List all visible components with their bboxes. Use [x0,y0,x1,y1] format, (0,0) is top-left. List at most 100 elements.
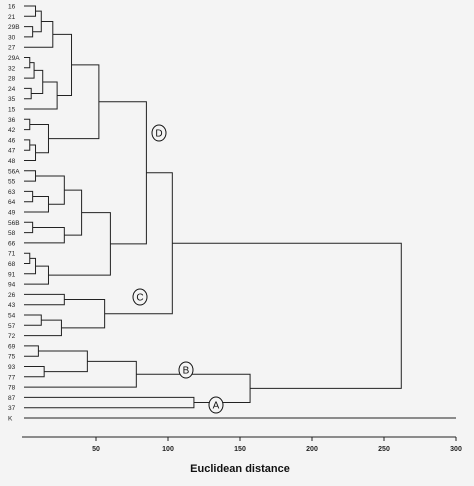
leaf-label: 55 [8,179,16,186]
dendrogram-link [24,396,195,409]
cluster-marker-letter: B [183,366,190,377]
leaf-label: 72 [8,333,16,340]
leaf-label: 47 [8,148,16,155]
cluster-marker-a: A [208,396,224,414]
leaf-label: 48 [8,158,16,165]
dendrogram-link [24,5,37,17]
leaf-label: 27 [8,45,16,52]
leaf-label: 46 [8,137,16,144]
dendrogram-link [24,293,65,306]
leaf-label: 30 [8,34,16,41]
leaf-label: 93 [8,364,16,371]
leaf-label: 64 [8,199,16,206]
x-axis: 50 100 150 200 250 300 Euclidean distance [22,436,462,475]
x-axis-tick-label: 100 [162,446,174,453]
dendrogram-link [24,221,34,234]
dendrogram-link [24,20,54,48]
leaf-label: 75 [8,354,16,361]
leaf-label: 32 [8,65,16,72]
dendrogram-link [52,33,73,96]
dendrogram-link [24,139,31,151]
leaf-label: 71 [8,251,16,258]
dendrogram-link [24,87,32,100]
leaf-label: 77 [8,374,16,381]
dendrogram-link [24,265,49,285]
cluster-marker-circle [151,124,167,142]
x-axis-tick-label: 150 [234,446,246,453]
dendrogram-link [24,26,34,38]
leaf-label: 63 [8,189,16,196]
dendrogram-link [24,62,35,79]
dendrogram-link [48,212,111,276]
dendrogram-link [98,101,147,245]
dendrogram-link [24,366,45,378]
leaf-label: K [8,416,13,423]
cluster-marker-letter: D [155,129,162,140]
cluster-marker-c: C [132,288,148,306]
leaf-label: 28 [8,76,16,83]
dendrogram-link [35,175,65,205]
cluster-marker-circle [178,361,194,379]
leaf-label: 56A [8,168,20,175]
leaf-label: 15 [8,107,16,114]
x-axis-tick-label: 200 [306,446,318,453]
cluster-marker-d: D [151,124,167,142]
leaf-label: 58 [8,230,16,237]
dendrogram-link [24,252,31,264]
leaf-labels: 16 21 29B 30 27 29A 32 28 24 35 15 36 42 46 47 48 56A 55 6… [8,4,20,423]
leaf-label: 91 [8,271,16,278]
leaf-label: 24 [8,86,16,93]
x-axis-tick-label: 300 [450,446,462,453]
cluster-marker-letter: C [136,293,143,304]
dendrogram-link [136,373,251,404]
leaf-label: 29A [8,55,20,62]
leaf-label: 16 [8,4,16,11]
x-axis-ticks: 50 100 150 200 250 300 [92,437,462,453]
leaf-label: 78 [8,385,16,392]
dendrogram-link [24,81,58,110]
leaf-label: 21 [8,14,16,21]
leaf-label: 56B [8,220,20,227]
dendrogram-link [24,118,31,131]
dendrogram-link [24,360,137,388]
leaf-label: 35 [8,96,16,103]
dendrogram-links [24,5,456,419]
leaf-label: 29B [8,24,20,31]
leaf-label: 36 [8,117,16,124]
leaf-label: 66 [8,240,16,247]
dendrogram-link [24,196,49,213]
leaf-label: 49 [8,210,16,217]
x-axis-tick-label: 250 [378,446,390,453]
dendrogram-link [172,242,402,389]
dendrogram-link [24,170,37,182]
cluster-marker-b: B [178,361,194,379]
leaf-label: 87 [8,395,16,402]
dendrogram-link [38,350,88,373]
dendrogram-link [32,10,42,33]
cluster-markers: D C B A [132,124,224,414]
dendrogram-link [24,319,62,337]
leaf-label: 42 [8,127,16,134]
leaf-label: 37 [8,405,16,412]
leaf-label: 43 [8,302,16,309]
leaf-label: 68 [8,261,16,268]
leaf-label: 94 [8,282,16,289]
dendrogram-link [29,123,49,154]
dendrogram-link [24,314,42,326]
x-axis-tick-label: 50 [92,446,100,453]
cluster-marker-letter: A [213,401,220,412]
dendrogram-link [48,64,100,140]
leaf-label: 69 [8,343,16,350]
cluster-marker-circle [132,288,148,306]
dendrogram-link [61,299,106,329]
dendrogram-link [24,345,39,357]
dendrogram-link [24,226,65,244]
dendrogram-link [64,189,83,236]
dendrogram-link [24,190,34,203]
cluster-marker-circle [208,396,224,414]
leaf-label: 54 [8,313,16,320]
x-axis-title: Euclidean distance [190,463,290,475]
leaf-label: 26 [8,292,16,299]
